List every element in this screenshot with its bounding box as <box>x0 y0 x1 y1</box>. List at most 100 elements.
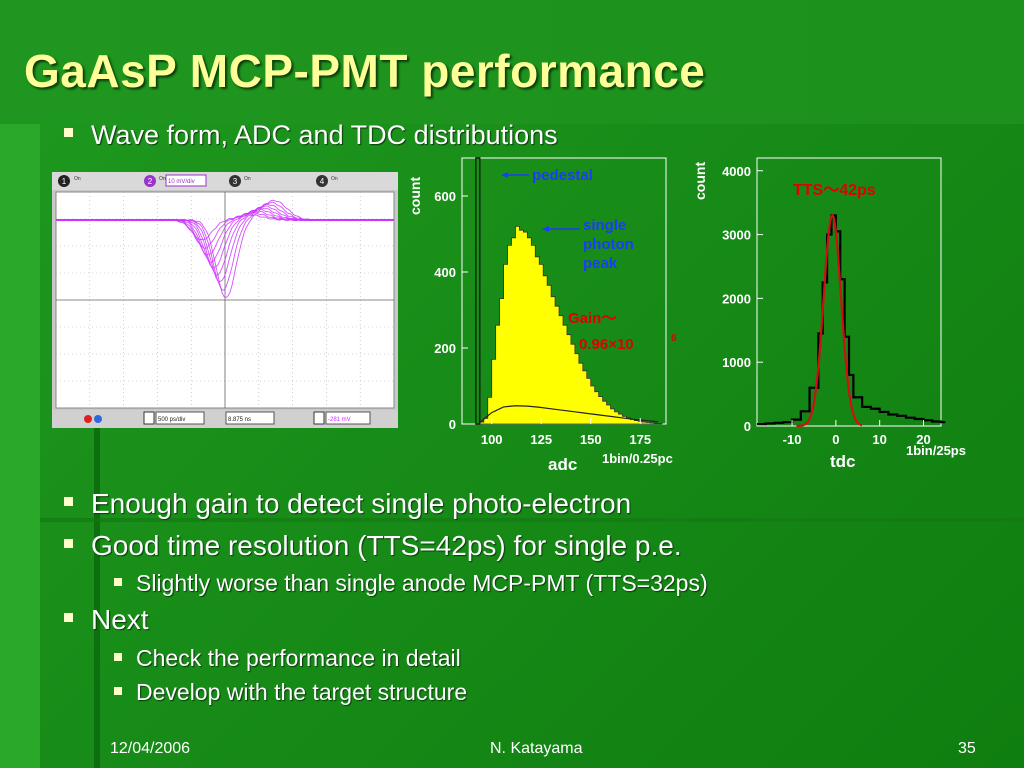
adc-x-ticks: 100 125 150 175 <box>481 418 651 447</box>
bg-left-strip <box>0 124 40 768</box>
adc-chart: count 0 200 400 600 100 125 150 175 adc 1bin/0… <box>407 157 677 474</box>
timebase-box <box>155 411 205 425</box>
tdc-bin-note: 1bin/25ps <box>906 443 966 458</box>
tdc-y-tick-label: 3000 <box>722 228 751 243</box>
scope-footer <box>52 410 398 428</box>
ch2-scale: 10 mV/div <box>168 179 195 185</box>
ch2-scale-box <box>165 174 207 187</box>
tdc-x-tick-label: 10 <box>872 432 886 447</box>
trigger-icon <box>313 411 325 425</box>
spe-label: single photon peak <box>583 217 634 272</box>
sub-bullet-marker <box>114 686 122 695</box>
bullet-1: Wave form, ADC and TDC distributions <box>64 120 558 151</box>
tdc-y-tick-label: 2000 <box>722 291 751 306</box>
ch2-icon <box>144 175 156 187</box>
sub-bullet-2: Check the performance in detail <box>114 645 461 672</box>
bullet-text: Good time resolution (TTS=42ps) for sing… <box>91 530 682 561</box>
timebase-icon <box>143 411 155 425</box>
ch1-state: On <box>74 176 81 182</box>
ch3-icon <box>229 175 241 187</box>
tdc-y-tick-label: 4000 <box>722 164 751 179</box>
sub-bullet-text: Slightly worse than single anode MCP-PMT… <box>136 570 708 596</box>
delay: 8.875 ns <box>228 417 251 423</box>
sub-bullet-1: Slightly worse than single anode MCP-PMT… <box>114 570 708 597</box>
gain-value: 0.96×10 <box>579 336 634 353</box>
ch4-label: 4 <box>320 177 325 186</box>
scope-header <box>52 172 398 190</box>
ch1-indicator: 1 On <box>58 175 81 187</box>
adc-y-tick-label: 600 <box>434 189 456 204</box>
adc-y-ticks: 0 200 400 600 <box>434 189 468 432</box>
footer-page: 35 <box>958 740 976 757</box>
bullet-text: Enough gain to detect single photo-elect… <box>91 488 632 519</box>
adc-x-tick-label: 175 <box>629 432 651 447</box>
tdc-y-tick-label: 1000 <box>722 355 751 370</box>
spe-arrowhead <box>542 226 549 232</box>
adc-y-tick-label: 200 <box>434 341 456 356</box>
ch4-state: On <box>331 176 338 182</box>
tdc-x-tick-label: 0 <box>832 432 839 447</box>
adc-bin-note: 1bin/0.25pc <box>602 451 673 466</box>
scope-waveform <box>55 199 395 299</box>
bullet-marker <box>64 128 73 138</box>
bullet-marker <box>64 613 73 623</box>
tdc-plot <box>757 213 946 428</box>
adc-y-tick-label: 0 <box>449 417 456 432</box>
sub-bullet-text: Check the performance in detail <box>136 645 461 671</box>
bullet-4: Next <box>64 604 149 636</box>
trigger: -281 mV <box>328 417 351 423</box>
pedestal-label: pedestal <box>532 167 593 184</box>
adc-x-tick-label: 150 <box>580 432 602 447</box>
adc-y-tick-label: 400 <box>434 265 456 280</box>
run-icon <box>84 415 92 423</box>
sub-bullet-marker <box>114 652 122 661</box>
bullet-text: Wave form, ADC and TDC distributions <box>91 120 558 150</box>
adc-xlabel: adc <box>548 455 577 474</box>
ch1-label: 1 <box>62 177 67 186</box>
bg-horizontal-line <box>40 518 1024 522</box>
footer-date: 12/04/2006 <box>110 740 191 757</box>
adc-x-tick-label: 125 <box>530 432 552 447</box>
bg-dark-band <box>0 0 1024 124</box>
timebase: 500 ps/div <box>158 417 185 423</box>
ch3-label: 3 <box>233 177 238 186</box>
adc-plot <box>475 157 663 425</box>
tdc-y-tick-label: 0 <box>744 419 751 434</box>
tdc-y-ticks: 0 1000 2000 3000 4000 <box>722 164 763 434</box>
ch3-state: On <box>244 176 251 182</box>
adc-ylabel: count <box>407 177 423 215</box>
adc-pedestal-bar <box>475 157 481 425</box>
slide-title: GaAsP MCP-PMT performance <box>24 45 706 97</box>
oscilloscope-image: 1 On 2 On 10 mV/div 3 On 4 On 500 ps/div… <box>52 172 398 428</box>
tdc-frame <box>756 157 942 427</box>
bg-vertical-line <box>94 428 100 768</box>
tdc-x-ticks: -10 0 10 20 <box>783 420 931 447</box>
sub-bullet-text: Develop with the target structure <box>136 679 468 705</box>
bullet-2: Enough gain to detect single photo-elect… <box>64 488 631 520</box>
tts-label: TTS～42ps <box>793 182 876 199</box>
tdc-gauss-fit <box>796 213 863 428</box>
ch3-indicator: 3 On <box>229 175 251 187</box>
gain-exponent: 6 <box>671 333 677 344</box>
tdc-ylabel: count <box>692 162 708 200</box>
ch2-label: 2 <box>148 177 153 186</box>
stop-icon <box>94 415 102 423</box>
adc-x-tick-label: 100 <box>481 432 503 447</box>
ch2-state: On <box>159 176 166 182</box>
bullet-text: Next <box>91 604 149 635</box>
tdc-xlabel: tdc <box>830 452 856 471</box>
pedestal-arrowhead <box>501 172 508 178</box>
scope-grid <box>56 192 394 408</box>
tdc-x-tick-label: 20 <box>916 432 930 447</box>
ch4-indicator: 4 On <box>316 175 338 187</box>
tdc-chart: count 0 1000 2000 3000 4000 -10 0 10 20 tdc 1bi… <box>692 157 966 471</box>
gain-label: Gain～ <box>568 310 616 327</box>
ch1-icon <box>58 175 70 187</box>
footer-author: N. Katayama <box>490 740 583 757</box>
bullet-marker <box>64 539 73 549</box>
adc-dark-hist <box>479 405 659 423</box>
bullet-3: Good time resolution (TTS=42ps) for sing… <box>64 530 682 562</box>
scope-waveforms <box>55 199 395 299</box>
sub-bullet-3: Develop with the target structure <box>114 679 467 706</box>
bullet-marker <box>64 497 73 507</box>
